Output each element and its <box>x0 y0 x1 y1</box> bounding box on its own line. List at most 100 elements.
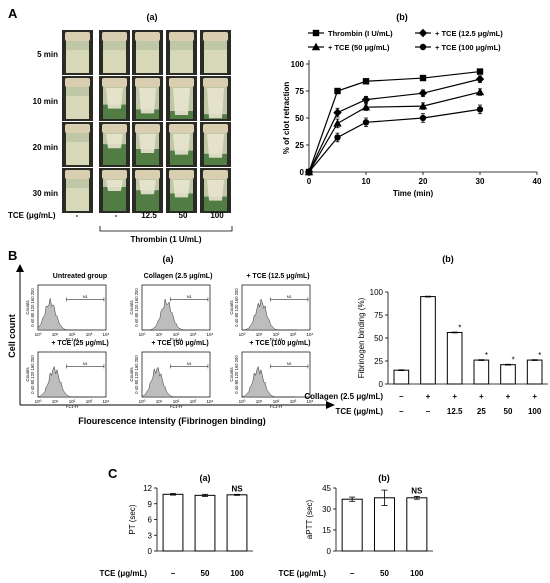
significance-mark: * <box>512 356 515 365</box>
histogram-plot: + TCE (50 μg/mL) 0 40 80 120 160 200Count… <box>129 340 214 409</box>
hist-x-tick: 10² <box>69 399 76 404</box>
hist-y-label: Counts <box>25 300 30 315</box>
tube-photo <box>132 76 163 121</box>
hist-x-tick: 10² <box>173 399 180 404</box>
hist-y-label: Counts <box>129 300 134 315</box>
panel-a-tce-label: TCE (μg/mL) <box>8 211 56 220</box>
tube-cap <box>203 170 228 179</box>
collagen-row-label: Collagen (2.5 μg/mL) <box>304 392 383 401</box>
histogram-plot: Collagen (2.5 μg/mL) 0 40 80 120 160 200C… <box>129 273 214 342</box>
histogram-frame <box>37 351 107 398</box>
hist-x-label: FL1-H <box>170 404 183 409</box>
clot <box>139 180 156 195</box>
fibrinogen-bar-chart: 0 25 50 75 100 Fibrinogen binding (%) * * * * Coll… <box>304 288 548 416</box>
hist-x-tick: 10⁰ <box>139 332 146 337</box>
marker-diamond <box>418 28 428 38</box>
marker-triangle <box>333 119 342 127</box>
marker-square <box>312 29 320 37</box>
plasma <box>66 50 89 73</box>
tce-value: 12.5 <box>447 407 463 416</box>
tce-value: – <box>399 407 404 416</box>
row-label-30min: 30 min <box>33 189 58 198</box>
histogram-peak <box>37 298 93 331</box>
pt-bar-chart: 0 3 6 9 12 PT (sec) NS TCE (μg/mL) – 50 100 <box>99 484 253 578</box>
row-label-20min: 20 min <box>33 143 58 152</box>
marker-diamond <box>361 95 371 104</box>
marker-circle <box>419 43 427 51</box>
panel-a-thrombin-label: Thrombin (1 U/mL) <box>130 235 201 244</box>
hist-y-label: Counts <box>25 367 30 382</box>
tce-row-label: TCE (μg/mL) <box>278 569 326 578</box>
bar <box>393 369 410 385</box>
y-tick-label: 100 <box>291 60 305 69</box>
collagen-value: + <box>532 392 537 401</box>
marker-circle <box>334 134 341 141</box>
bar <box>526 359 543 385</box>
tce-value: 25 <box>477 407 486 416</box>
series-line <box>308 91 481 173</box>
panel-b-sub-b: (b) <box>442 254 454 264</box>
serum-layer <box>204 153 227 165</box>
tce-value: – <box>171 569 176 578</box>
plasma <box>66 188 89 211</box>
panel-a-tce-0: - <box>76 211 79 220</box>
tube-cap <box>169 32 194 41</box>
clot <box>207 134 224 158</box>
gate-label: M1 <box>83 362 88 366</box>
y-tick-label: 25 <box>374 357 383 366</box>
tube-cap <box>169 78 194 87</box>
hist-x-tick: 10² <box>273 332 280 337</box>
hist-x-label: FL1-H <box>66 404 79 409</box>
tce-value: 50 <box>504 407 513 416</box>
tube-cap <box>102 124 127 133</box>
hist-y-label: Counts <box>229 367 234 382</box>
marker-triangle <box>418 101 428 110</box>
collagen-value: + <box>426 392 431 401</box>
tce-value: – <box>350 569 355 578</box>
marker-square <box>362 78 370 85</box>
hist-y-label: Counts <box>229 300 234 315</box>
tube-photo <box>200 122 231 167</box>
row-label-10min: 10 min <box>33 97 58 106</box>
hist-y-ticks: 0 40 80 120 160 200 <box>134 288 139 327</box>
aptt-bar-chart: 0 15 30 45 aPTT (sec) NS TCE (μg/mL) – 50 100 <box>278 484 433 578</box>
hist-x-tick: 10² <box>273 399 280 404</box>
gate-label: M1 <box>287 362 292 366</box>
legend-label: + TCE (50 μg/mL) <box>328 43 390 52</box>
serum-layer <box>103 187 126 211</box>
tube-photo <box>166 76 197 121</box>
x-tick-label: 40 <box>533 177 542 186</box>
clot <box>139 134 156 153</box>
tube-photo <box>62 168 93 213</box>
legend-label: Thrombin (I U/mL) <box>328 29 393 38</box>
panel-a-tce-4: 100 <box>210 211 224 220</box>
bar <box>162 493 184 552</box>
tube-photo <box>200 76 231 121</box>
tube-cap <box>203 78 228 87</box>
tube-photo <box>62 122 93 167</box>
annotation-ns: NS <box>231 484 243 493</box>
tube-cap <box>102 32 127 41</box>
tce-value: 50 <box>380 569 389 578</box>
gate-label: M1 <box>287 295 292 299</box>
histogram-plot: + TCE (100 μg/mL) 0 40 80 120 160 200Coun… <box>229 340 314 409</box>
histogram-peak <box>37 365 93 398</box>
hist-x-label: FL1-H <box>270 404 283 409</box>
significance-mark: * <box>485 351 488 360</box>
tube-photo <box>132 30 163 75</box>
tube-cap <box>135 78 160 87</box>
hist-y-ticks: 0 40 80 120 160 200 <box>30 355 35 394</box>
tube-cap <box>203 32 228 41</box>
legend-item: Thrombin (I U/mL) <box>308 29 393 38</box>
tube-cap <box>102 78 127 87</box>
tube-photo <box>99 30 130 75</box>
histogram-title: Collagen (2.5 μg/mL) <box>144 273 213 280</box>
y-tick-label: 0 <box>327 547 332 556</box>
panel-a-sub-a: (a) <box>147 12 158 22</box>
histogram-title: + TCE (25 μg/mL) <box>51 340 108 347</box>
histogram-title: + TCE (100 μg/mL) <box>249 340 310 347</box>
hist-x-label: FL1-H <box>270 337 283 342</box>
tube-cap <box>135 32 160 41</box>
gate-label: M1 <box>187 362 192 366</box>
